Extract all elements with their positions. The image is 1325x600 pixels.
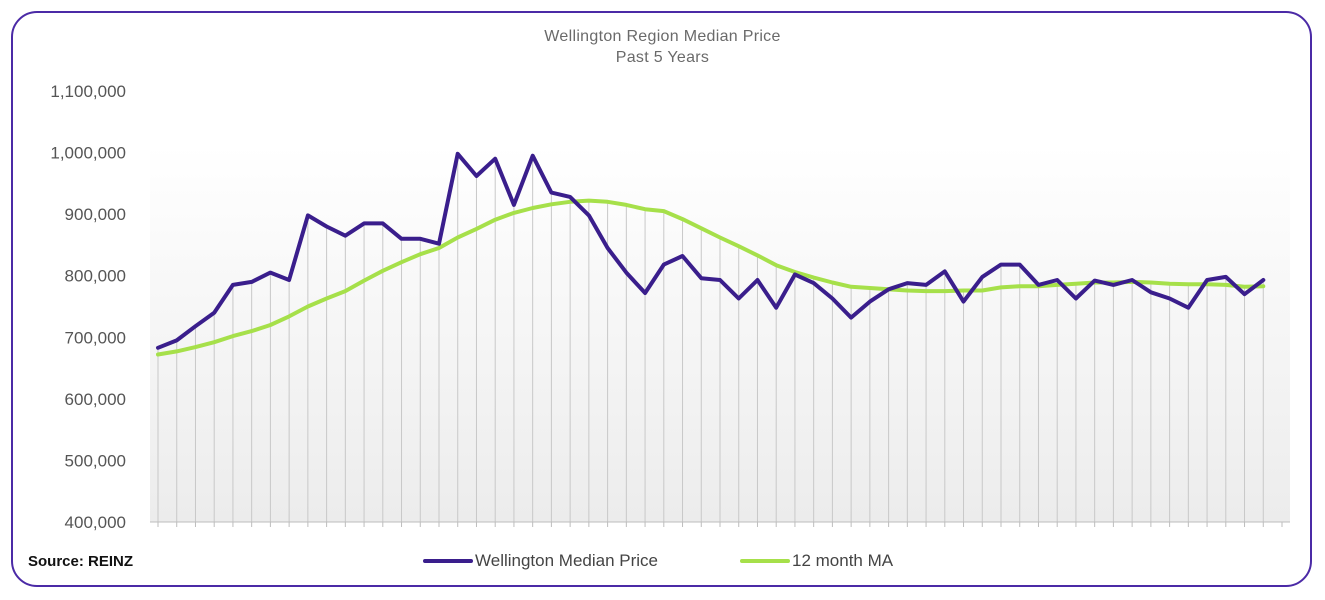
legend-swatch-median xyxy=(423,559,473,563)
series-layer xyxy=(156,151,1266,357)
series-line-median xyxy=(156,151,1266,350)
chart-subtitle: Past 5 Years xyxy=(615,49,710,66)
y-tick-label: 700,000 xyxy=(65,328,126,347)
y-tick-label: 500,000 xyxy=(65,451,126,470)
legend-swatch-ma xyxy=(740,559,790,563)
y-tick-label: 800,000 xyxy=(65,267,126,286)
source-label: Source: REINZ xyxy=(28,553,134,570)
series-line-ma xyxy=(156,198,1266,357)
y-tick-label: 1,000,000 xyxy=(50,144,126,163)
y-tick-label: 900,000 xyxy=(65,205,126,224)
y-tick-label: 1,100,000 xyxy=(50,82,126,101)
legend-label-ma: 12 month MA xyxy=(792,551,894,570)
legend-item-median: Wellington Median Price xyxy=(423,551,658,571)
y-tick-label: 600,000 xyxy=(65,390,126,409)
y-axis: 400,000 500,000 600,000 700,000 800,000 900,0… xyxy=(50,82,126,532)
x-axis-ticks xyxy=(157,522,1283,527)
y-tick-label: 400,000 xyxy=(65,513,126,532)
legend-label-median: Wellington Median Price xyxy=(475,551,658,570)
legend-item-ma: 12 month MA xyxy=(740,551,893,571)
chart-title: Wellington Region Median Price xyxy=(544,28,781,45)
